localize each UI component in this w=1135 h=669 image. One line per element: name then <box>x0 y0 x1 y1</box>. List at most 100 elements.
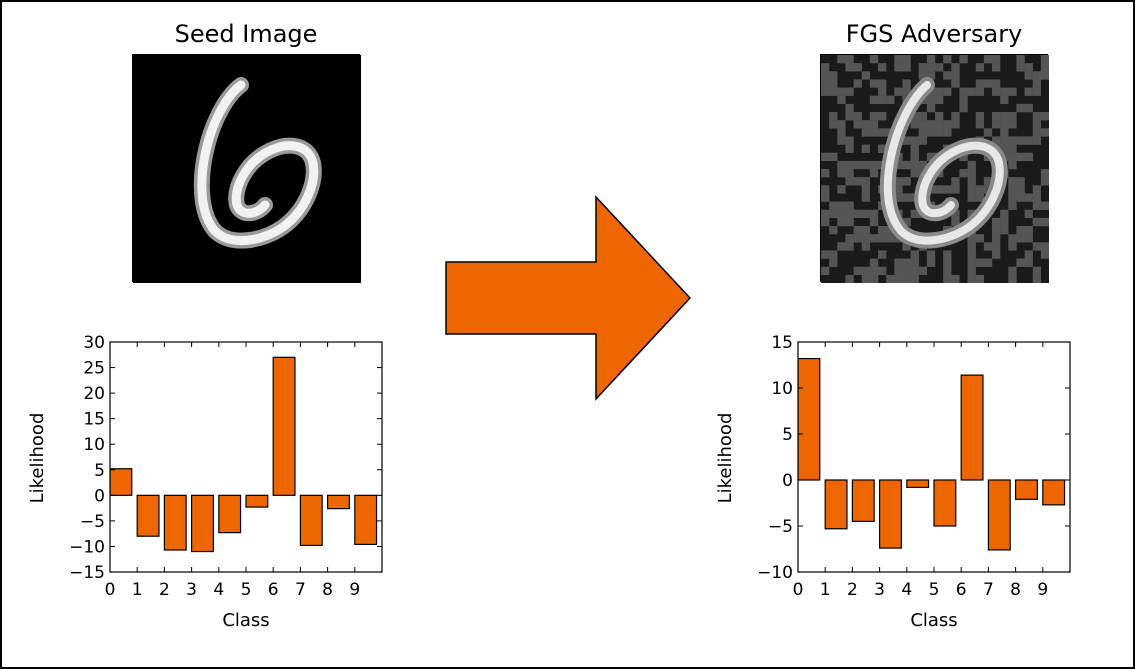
noise-pixel <box>910 136 919 145</box>
noise-pixel <box>910 144 919 153</box>
seed-digit-image <box>132 54 361 283</box>
noise-pixel <box>869 234 879 243</box>
noise-pixel <box>853 234 862 243</box>
noise-pixel <box>992 250 1001 259</box>
noise-pixel <box>894 274 903 283</box>
noise-pixel <box>853 79 862 88</box>
noise-pixel <box>975 193 985 202</box>
noise-pixel <box>1032 112 1042 121</box>
noise-pixel <box>869 209 879 219</box>
noise-pixel <box>910 120 919 129</box>
noise-pixel <box>967 250 976 259</box>
noise-pixel <box>878 79 887 88</box>
noise-pixel <box>845 217 854 227</box>
adversary-chart-xtick-label: 2 <box>847 580 858 600</box>
noise-pixel <box>926 128 936 137</box>
seed-chart-ytick-label: 10 <box>83 435 105 455</box>
adversary-chart-xtick-label: 9 <box>1037 580 1048 600</box>
noise-pixel <box>975 79 985 88</box>
seed-chart-bar-class-7 <box>299 494 323 547</box>
noise-pixel <box>910 209 919 219</box>
noise-pixel <box>902 160 911 170</box>
adversary-chart-xlabel: Class <box>910 610 957 631</box>
noise-pixel <box>902 242 911 251</box>
noise-pixel <box>1040 55 1049 64</box>
noise-pixel <box>1008 144 1017 153</box>
noise-pixel <box>935 63 944 72</box>
seed-chart-bar-class-2 <box>163 494 187 551</box>
noise-pixel <box>935 112 944 121</box>
noise-pixel <box>869 169 879 178</box>
noise-pixel <box>967 274 976 283</box>
noise-pixel <box>1040 242 1049 251</box>
noise-pixel <box>910 152 919 162</box>
noise-pixel <box>983 258 993 267</box>
noise-pixel <box>935 95 944 105</box>
noise-pixel <box>992 63 1001 72</box>
noise-pixel <box>1000 95 1009 105</box>
noise-pixel <box>943 258 952 267</box>
noise-pixel <box>992 226 1001 235</box>
noise-pixel <box>1016 185 1025 194</box>
noise-pixel <box>992 234 1001 243</box>
noise-pixel <box>935 87 944 96</box>
noise-pixel <box>951 71 960 80</box>
seed-chart-xtick-label: 0 <box>105 580 116 600</box>
noise-pixel <box>845 103 854 113</box>
noise-pixel <box>1032 120 1042 129</box>
seed-chart-ytick-label: 25 <box>83 359 105 379</box>
noise-pixel <box>1008 266 1017 276</box>
noise-pixel <box>845 209 854 219</box>
noise-pixel <box>1032 128 1042 137</box>
noise-pixel <box>951 209 960 219</box>
noise-pixel <box>943 55 952 64</box>
noise-pixel <box>926 250 936 259</box>
noise-pixel <box>975 112 985 121</box>
noise-pixel <box>853 112 862 121</box>
noise-pixel <box>992 79 1001 88</box>
noise-pixel <box>1032 71 1042 80</box>
noise-pixel <box>1008 152 1017 162</box>
noise-pixel <box>959 95 968 105</box>
noise-pixel <box>983 128 993 137</box>
noise-pixel <box>943 128 952 137</box>
noise-pixel <box>1000 217 1009 227</box>
noise-pixel <box>886 95 895 105</box>
noise-pixel <box>861 160 871 170</box>
noise-pixel <box>1016 258 1025 267</box>
noise-pixel <box>861 177 871 186</box>
noise-pixel <box>845 63 854 72</box>
noise-pixel <box>967 209 976 219</box>
noise-pixel <box>992 112 1001 121</box>
noise-pixel <box>845 144 854 153</box>
noise-pixel <box>902 87 911 96</box>
noise-pixel <box>967 266 976 276</box>
noise-pixel <box>1008 234 1017 243</box>
noise-pixel <box>853 63 862 72</box>
noise-pixel <box>1008 242 1017 251</box>
seed-chart-bar-class-5 <box>245 494 269 508</box>
seed-chart-ytick-label: −5 <box>80 512 105 532</box>
noise-pixel <box>837 95 846 105</box>
noise-pixel <box>894 185 903 194</box>
noise-pixel <box>853 177 862 186</box>
noise-pixel <box>1032 217 1042 227</box>
noise-pixel <box>869 120 879 129</box>
noise-pixel <box>869 128 879 137</box>
adversary-chart-xtick-label: 5 <box>929 580 940 600</box>
noise-pixel <box>967 185 976 194</box>
noise-pixel <box>845 160 854 170</box>
noise-pixel <box>845 169 854 178</box>
noise-pixel <box>902 266 911 276</box>
noise-pixel <box>1024 103 1033 113</box>
noise-pixel <box>1032 201 1042 210</box>
noise-pixel <box>935 185 944 194</box>
seed-chart-xtick-label: 6 <box>268 580 279 600</box>
noise-pixel <box>1016 55 1025 64</box>
noise-pixel <box>821 152 830 162</box>
noise-pixel <box>869 258 879 267</box>
noise-pixel <box>837 209 846 219</box>
noise-pixel <box>951 185 960 194</box>
noise-pixel <box>983 185 993 194</box>
noise-pixel <box>861 120 871 129</box>
